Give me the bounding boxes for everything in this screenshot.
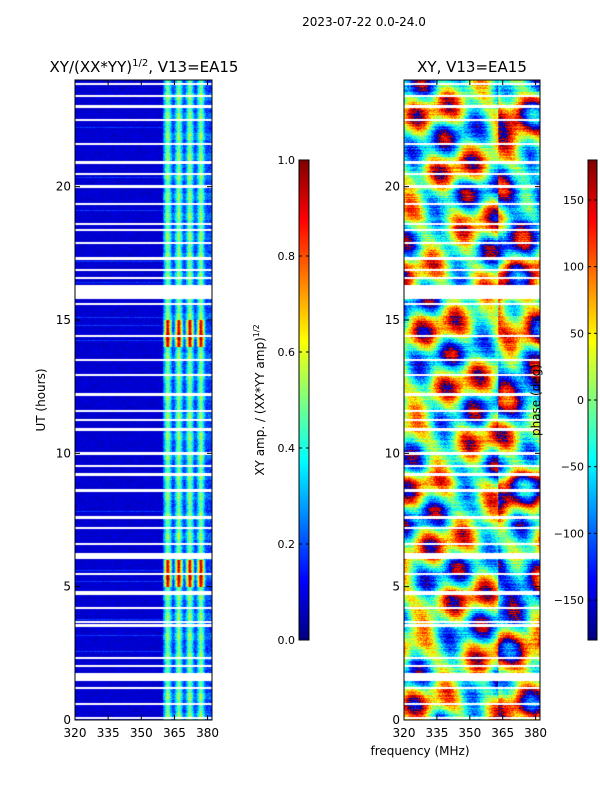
colorbar-tick-label: 50 <box>570 327 584 340</box>
amplitude-colorbar-label-exp: 1/2 <box>252 324 261 337</box>
xtick-label: 380 <box>196 726 219 740</box>
phase-axes-frame <box>403 79 541 721</box>
ytick-label: 10 <box>385 446 400 460</box>
phase-colorbar: −150 −100 −50 0 50 100 150 phase (deg) <box>529 159 598 641</box>
xtick-label: 365 <box>491 726 514 740</box>
amplitude-colorbar: 0.0 0.2 0.4 0.6 0.8 1.0 XY amp. / (XX*YY amp)… <box>252 154 310 647</box>
amplitude-colorbar-label-main: XY amp. / (XX*YY amp) <box>253 337 267 475</box>
xtick-label: 350 <box>130 726 153 740</box>
ytick-label: 15 <box>56 313 71 327</box>
panel-amplitude-title-main: XY/(XX*YY) <box>50 58 133 76</box>
colorbar-tick-label: 0 <box>577 394 584 407</box>
colorbar-tick-label: −100 <box>554 527 584 540</box>
panel-phase: XY, V13=EA15 320 335 350 365 380 0 5 10 15 20 <box>385 58 547 740</box>
colorbar-tick-label: 0.6 <box>278 346 296 359</box>
xtick-label: 350 <box>458 726 481 740</box>
xtick-label: 335 <box>425 726 448 740</box>
ytick-label: 15 <box>385 313 400 327</box>
phase-axis-ticks: 320 335 350 365 380 0 5 10 15 20 <box>385 80 547 740</box>
amplitude-colorbar-gradient <box>298 159 310 641</box>
frequency-xlabel: frequency (MHz) <box>370 744 469 758</box>
colorbar-tick-label: 150 <box>563 194 584 207</box>
ytick-label: 0 <box>392 713 400 727</box>
ytick-label: 20 <box>385 180 400 194</box>
xtick-label: 320 <box>393 726 416 740</box>
colorbar-tick-label: 100 <box>563 261 584 274</box>
xtick-label: 365 <box>163 726 186 740</box>
ytick-label: 5 <box>392 580 400 594</box>
colorbar-tick-label: 0.4 <box>278 442 296 455</box>
colorbar-tick-label: −150 <box>554 594 584 607</box>
colorbar-tick-label: 0.8 <box>278 250 296 263</box>
ytick-label: 0 <box>63 713 71 727</box>
panel-amplitude-title: XY/(XX*YY)1/2, V13=EA15 <box>50 58 239 76</box>
panel-amplitude-title-exp: 1/2 <box>132 58 148 69</box>
xtick-label: 380 <box>524 726 547 740</box>
xtick-label: 335 <box>97 726 120 740</box>
panel-amplitude: XY/(XX*YY)1/2, V13=EA15 320 335 350 365 380 0… <box>34 58 238 740</box>
amplitude-ylabel: UT (hours) <box>34 368 48 431</box>
colorbar-tick-label: 0.0 <box>278 634 296 647</box>
ytick-label: 5 <box>63 580 71 594</box>
ytick-label: 10 <box>56 446 71 460</box>
panel-amplitude-title-tail: , V13=EA15 <box>148 58 238 76</box>
colorbar-tick-label: 1.0 <box>278 154 296 167</box>
xtick-label: 320 <box>64 726 87 740</box>
panel-phase-title: XY, V13=EA15 <box>417 58 527 76</box>
colorbar-tick-label: 0.2 <box>278 538 296 551</box>
amplitude-axes-frame <box>74 79 213 721</box>
panel-phase-title-main: XY, V13=EA15 <box>417 58 527 76</box>
colorbar-tick-label: −50 <box>561 461 584 474</box>
figure-suptitle: 2023-07-22 0.0-24.0 <box>302 15 426 29</box>
amplitude-heatmap <box>75 80 212 720</box>
phase-colorbar-ticks: −150 −100 −50 0 50 100 150 <box>554 194 597 607</box>
amplitude-axis-ticks: 320 335 350 365 380 0 5 10 15 20 <box>56 80 219 740</box>
amplitude-colorbar-label: XY amp. / (XX*YY amp)1/2 <box>252 324 267 475</box>
amplitude-colorbar-ticks: 0.0 0.2 0.4 0.6 0.8 1.0 <box>278 154 309 647</box>
phase-heatmap <box>404 80 540 720</box>
ytick-label: 20 <box>56 180 71 194</box>
phase-colorbar-label: phase (deg) <box>529 364 543 436</box>
